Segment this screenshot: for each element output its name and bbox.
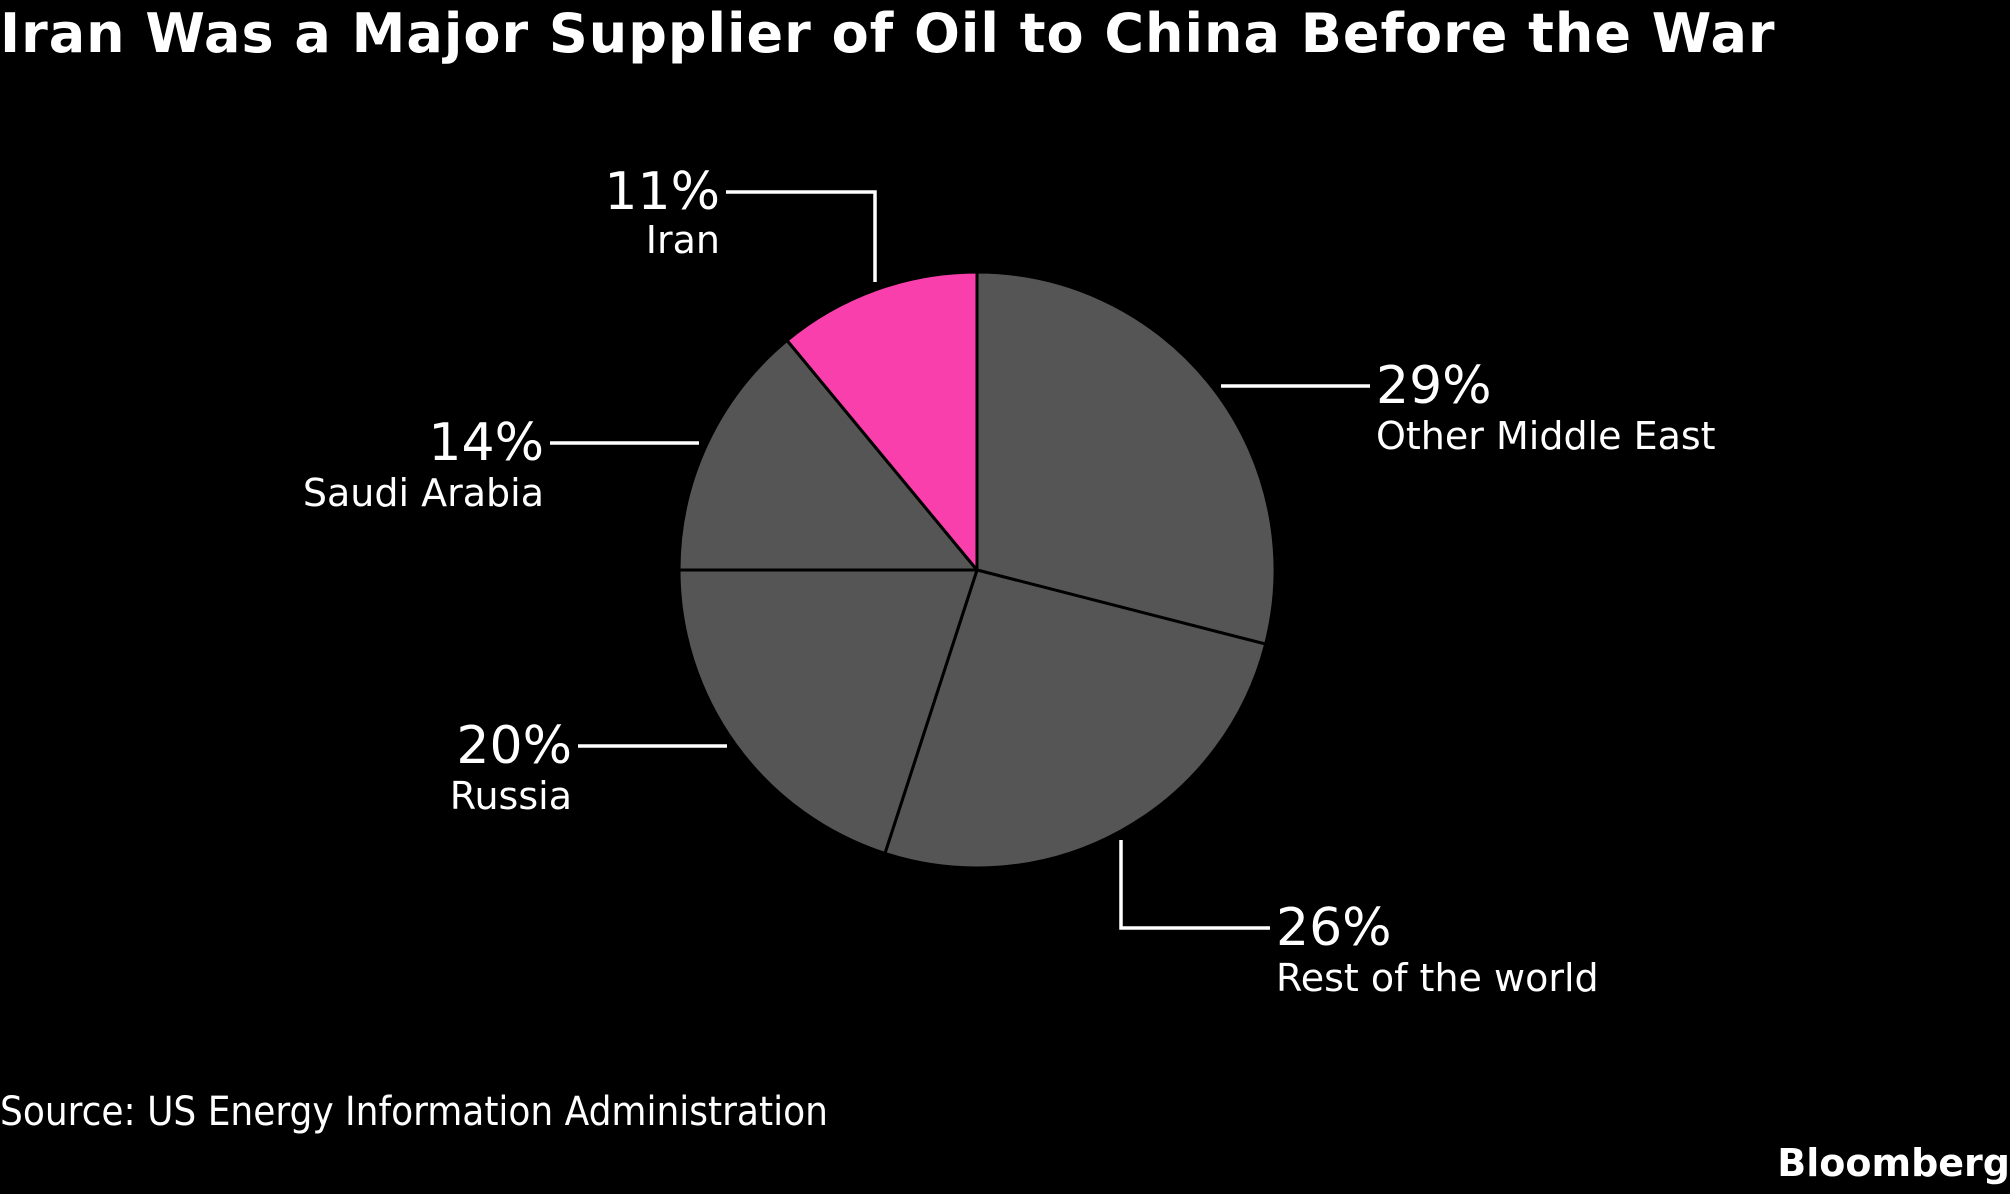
slice-percent-other-middle-east: 29%: [1376, 356, 1492, 416]
slice-percent-rest-of-the-world: 26%: [1276, 898, 1392, 958]
leader-line-rest-of-the-world: [1119, 840, 1270, 930]
slice-labels: 29%Other Middle East 26%Rest of the world…: [303, 162, 1716, 1000]
slice-name-russia: Russia: [450, 774, 572, 818]
slice-name-iran: Iran: [646, 218, 720, 262]
pie-slices: [677, 270, 1277, 870]
slice-name-other-middle-east: Other Middle East: [1376, 414, 1716, 458]
source-note: Source: US Energy Information Administra…: [0, 1089, 828, 1135]
pie-slice-saudi-arabia: [677, 338, 979, 572]
slice-name-rest-of-the-world: Rest of the world: [1276, 956, 1599, 1000]
chart-title: Iran Was a Major Supplier of Oil to Chin…: [0, 2, 1776, 65]
slice-percent-russia: 20%: [456, 716, 572, 776]
pie-slice-iran: [785, 270, 979, 572]
pie-slice-russia: [677, 568, 979, 855]
bloomberg-logo: Bloomberg: [1777, 1141, 2010, 1185]
slice-percent-saudi-arabia: 14%: [428, 413, 544, 473]
slice-name-saudi-arabia: Saudi Arabia: [303, 471, 544, 515]
leader-line-iran: [726, 190, 877, 282]
slice-percent-iran: 11%: [604, 162, 720, 222]
pie-slice-other-middle-east: [975, 270, 1277, 646]
pie-slice-rest-of-the-world: [883, 568, 1268, 870]
leader-lines: [550, 190, 1370, 930]
